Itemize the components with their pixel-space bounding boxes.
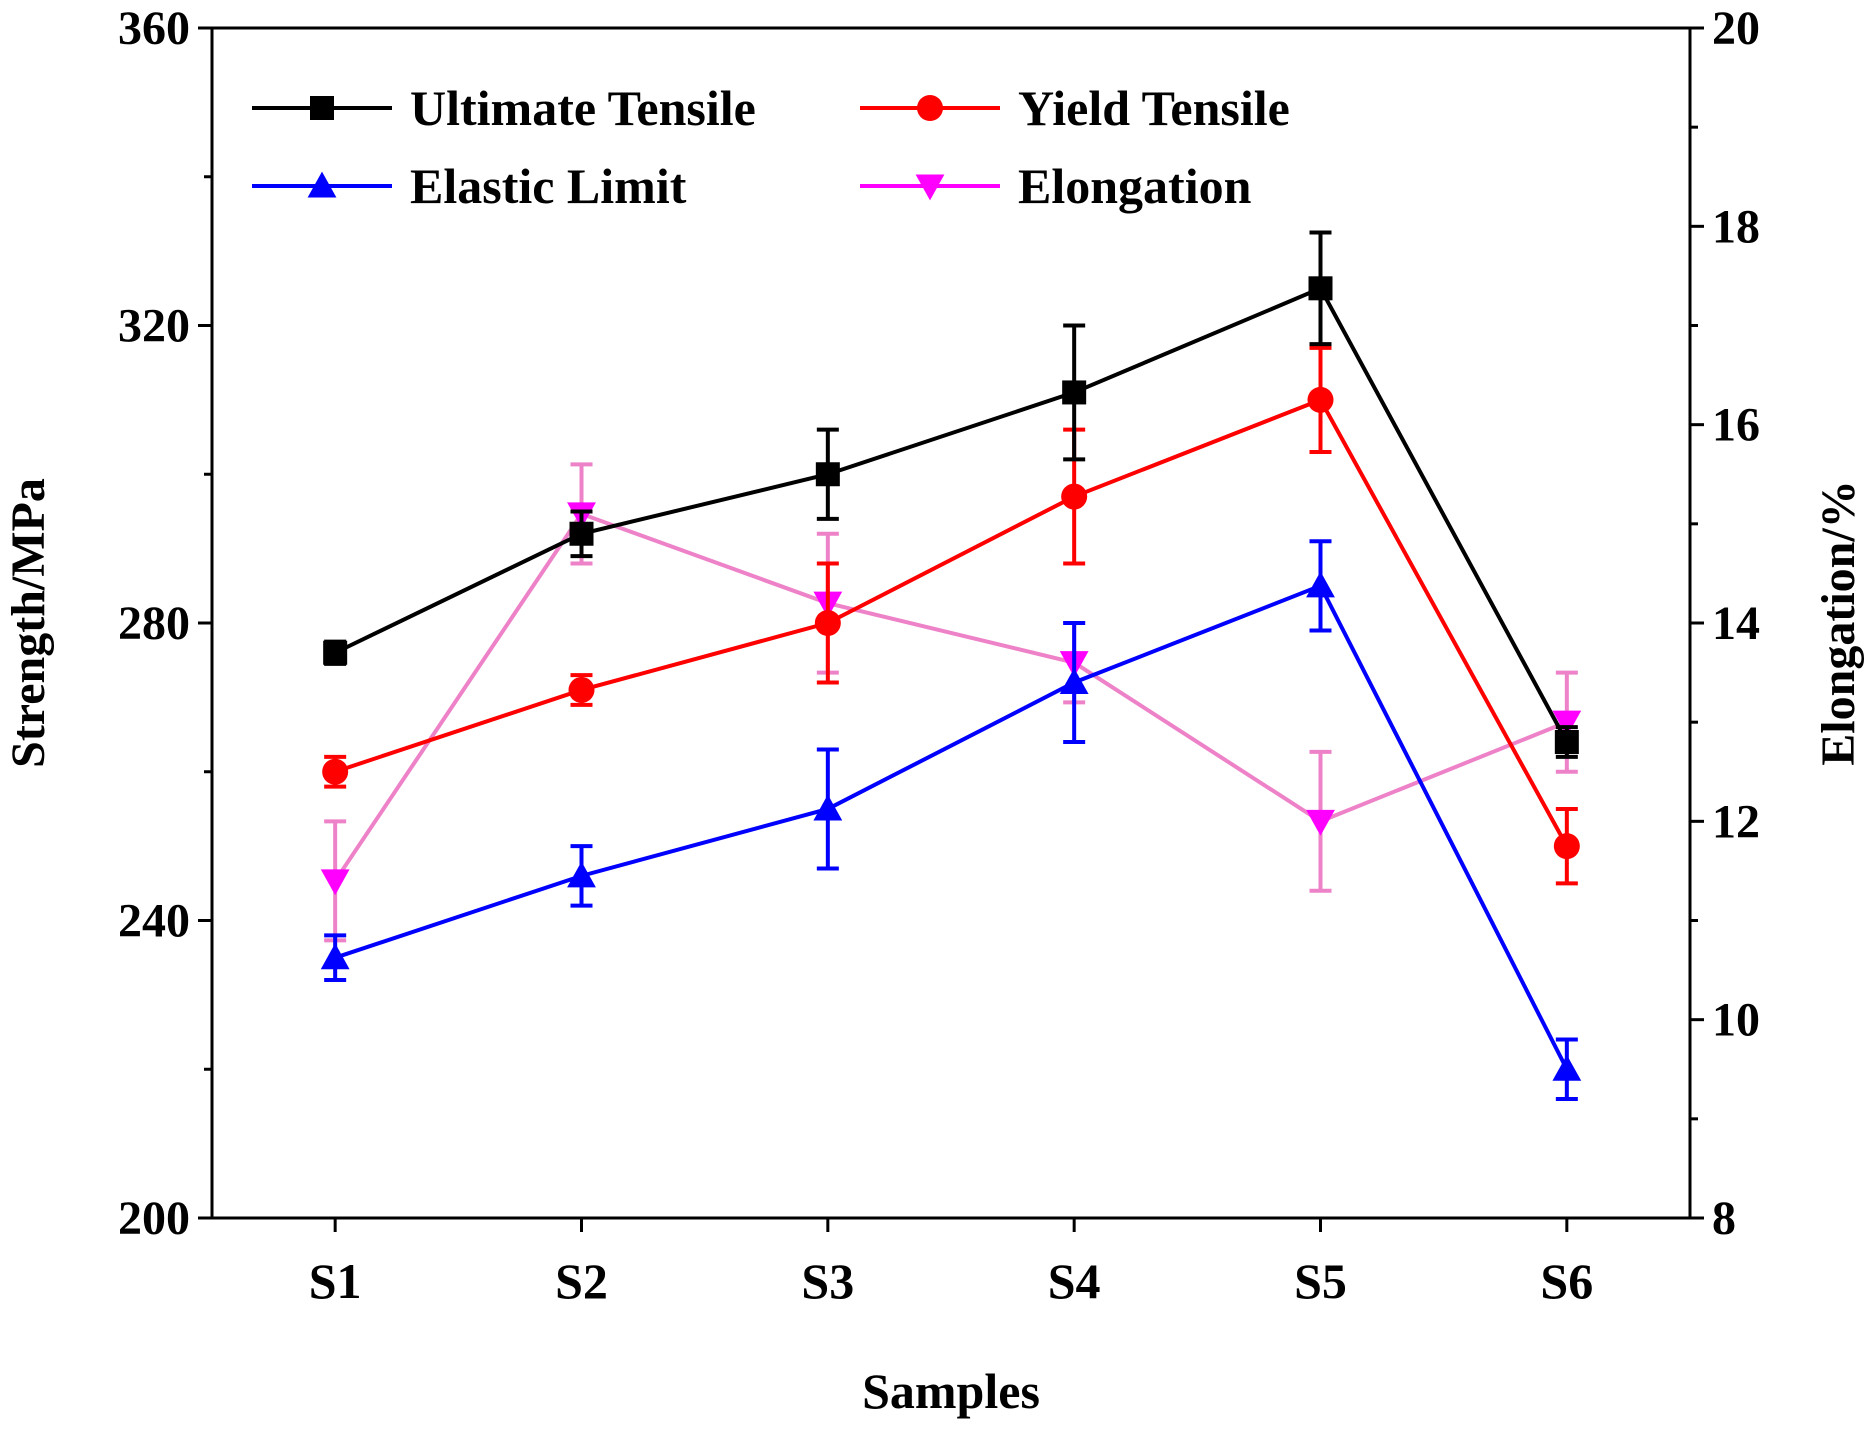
data-point (1306, 809, 1335, 836)
data-point (814, 610, 841, 636)
y-tick-label: 320 (118, 300, 190, 353)
x-axis-label: Samples (862, 1363, 1040, 1419)
data-point (1061, 483, 1088, 510)
y-tick-label: 280 (118, 597, 190, 650)
y2-tick-label: 8 (1712, 1192, 1736, 1245)
x-tick-label: S2 (555, 1253, 608, 1309)
legend-item: Elastic Limit (252, 158, 687, 214)
y2-tick-label: 16 (1712, 399, 1760, 452)
series-elongation (320, 462, 1582, 943)
legend-marker (307, 171, 337, 198)
y-tick-label: 200 (118, 1192, 190, 1245)
y2-tick-label: 18 (1712, 200, 1760, 253)
data-point (320, 943, 350, 970)
data-point (568, 676, 595, 703)
legend-item: Ultimate Tensile (252, 80, 756, 136)
x-tick-label: S5 (1294, 1253, 1347, 1309)
y-axis-label: Strength/MPa (2, 478, 55, 768)
series-line (334, 583, 1569, 1071)
series-line (334, 285, 1569, 743)
x-tick-label: S6 (1540, 1253, 1593, 1309)
data-point (815, 462, 840, 487)
data-point (322, 758, 349, 785)
legend-label: Yield Tensile (1018, 80, 1290, 136)
data-point (320, 869, 350, 896)
y2-tick-label: 10 (1712, 994, 1760, 1047)
chart-tick-layer: 200 240 280 320 360 8 10 12 14 16 18 20 S1 S2 S3 S4 S5 S6 (118, 2, 1760, 1309)
x-tick-label: S3 (801, 1253, 854, 1309)
y-tick-label: 360 (118, 2, 190, 55)
data-point (1307, 386, 1334, 413)
data-point (567, 861, 596, 888)
legend-marker (915, 174, 945, 201)
x-tick-label: S4 (1048, 1253, 1101, 1309)
series-ultimate-tensile (323, 230, 1579, 759)
chart-series-layer (320, 230, 1582, 1101)
data-point (1308, 276, 1333, 301)
y2-tick-label: 12 (1712, 795, 1760, 848)
legend-marker (917, 95, 943, 121)
data-point (569, 521, 594, 546)
data-point (1059, 668, 1089, 695)
data-point (1306, 571, 1335, 598)
data-point (813, 794, 843, 821)
legend-item: Elongation (860, 158, 1252, 214)
y-tick-label: 240 (118, 895, 190, 948)
data-point (1552, 710, 1582, 737)
legend-label: Elastic Limit (410, 158, 687, 214)
data-point (323, 640, 348, 665)
legend-item: Yield Tensile (860, 80, 1290, 136)
legend-label: Elongation (1018, 158, 1252, 214)
legend: Ultimate Tensile Yield Tensile Elastic Lim… (252, 80, 1290, 214)
series-line (333, 511, 1568, 882)
data-point (1062, 380, 1087, 405)
series-yield-tensile (322, 345, 1580, 886)
y2-tick-label: 20 (1712, 2, 1760, 55)
data-point (1554, 730, 1579, 754)
y2-tick-label: 14 (1712, 597, 1760, 650)
legend-marker (310, 96, 334, 120)
series-line (334, 397, 1569, 848)
series-elastic-limit (320, 539, 1582, 1101)
x-tick-label: S1 (309, 1253, 362, 1309)
data-point (1553, 833, 1580, 860)
legend-label: Ultimate Tensile (410, 80, 756, 136)
data-point (1552, 1054, 1582, 1081)
y2-axis-label: Elongation/% (1812, 480, 1865, 765)
